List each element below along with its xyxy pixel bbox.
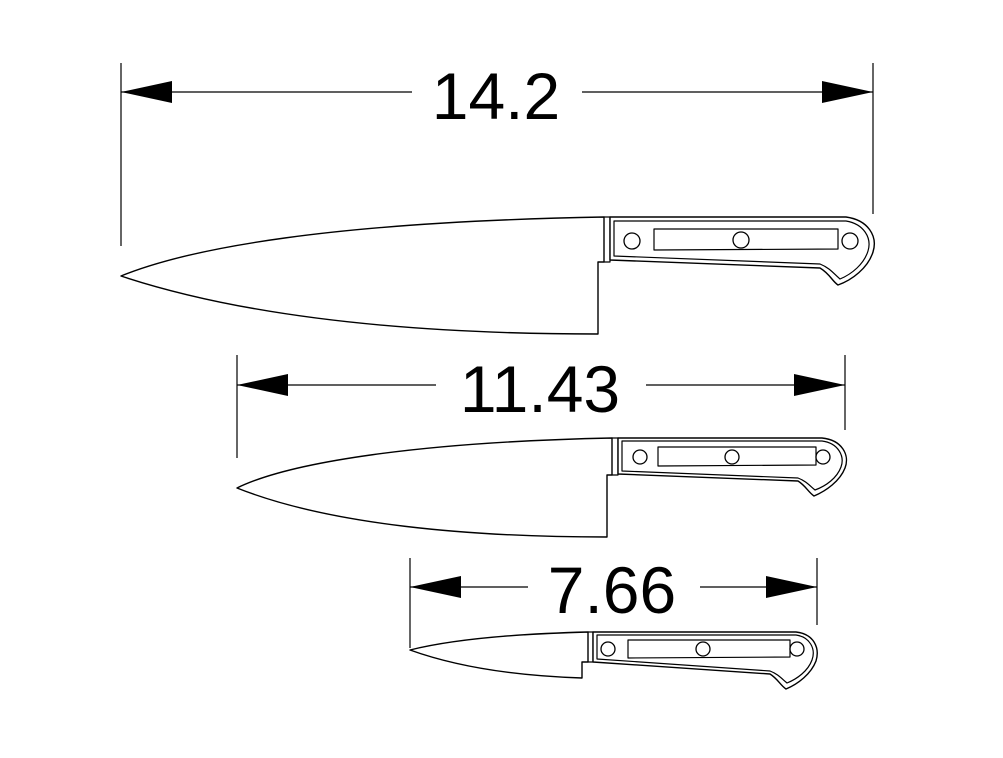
handle-inner-large (613, 220, 870, 280)
rivet-icon (841, 232, 859, 250)
knife-small (409, 631, 818, 690)
dimension-small: 7.66 (409, 553, 818, 648)
rivet-icon (789, 641, 805, 657)
knife-medium (236, 437, 848, 538)
knife-large (120, 216, 875, 335)
blade-small (409, 631, 589, 679)
arrowhead-right (766, 576, 817, 598)
bolster-large (604, 216, 611, 263)
tang-slot-medium (657, 446, 817, 467)
blade-medium (236, 437, 613, 538)
rivet-icon (815, 449, 831, 465)
tang-slot-large (653, 228, 839, 251)
rivet-icon (724, 449, 740, 465)
dimension-large: 14.2 (120, 59, 874, 246)
arrowhead-left (121, 81, 172, 103)
handle-inner-medium (621, 440, 843, 491)
dimension-medium: 11.43 (236, 352, 846, 458)
handle-inner-small (596, 634, 814, 684)
handle-medium (617, 437, 848, 497)
rivet-icon (695, 641, 711, 657)
bolster-medium (612, 437, 619, 476)
arrowhead-left (410, 576, 461, 598)
rivet-icon (600, 641, 616, 657)
dimension-label-large: 14.2 (432, 59, 560, 133)
arrowhead-right (794, 374, 845, 396)
rivet-icon (623, 232, 641, 250)
handle-large (609, 216, 875, 286)
bolster-small (588, 631, 594, 663)
dimension-label-medium: 11.43 (460, 352, 620, 426)
tang-slot-small (627, 639, 791, 659)
dimension-label-small: 7.66 (548, 553, 676, 627)
arrowhead-right (822, 81, 873, 103)
rivet-icon (632, 449, 648, 465)
handle-small (592, 631, 818, 690)
rivet-icon (732, 231, 750, 249)
blade-large (120, 216, 605, 335)
arrowhead-left (237, 374, 288, 396)
